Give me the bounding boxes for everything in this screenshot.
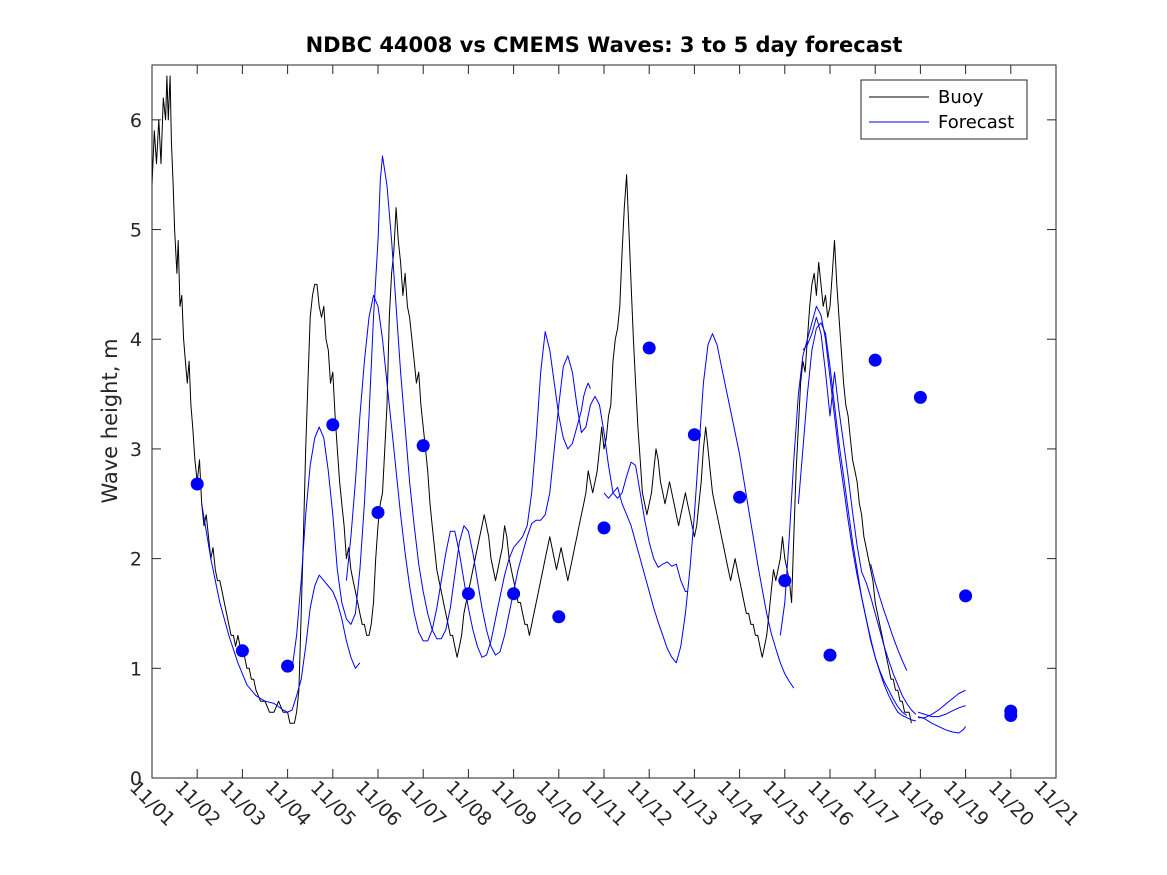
forecast-marker	[416, 439, 430, 453]
series-line-forecast-run-h	[870, 563, 908, 671]
forecast-marker	[597, 521, 611, 535]
forecast-marker	[235, 644, 249, 658]
y-tick-label: 5	[130, 220, 142, 242]
forecast-marker	[190, 477, 204, 491]
legend-entry-forecast: Forecast	[938, 112, 1014, 133]
forecast-marker	[959, 589, 973, 603]
forecast-marker	[823, 648, 837, 662]
series-line-forecast-run-g	[802, 316, 917, 715]
forecast-marker	[778, 574, 792, 588]
marker-layer	[190, 341, 1018, 722]
forecast-marker	[642, 341, 656, 355]
y-tick-label: 0	[130, 768, 142, 790]
series-line-forecast-run-j	[917, 716, 967, 734]
forecast-marker	[733, 490, 747, 504]
series-line-forecast-run-k	[917, 705, 966, 718]
forecast-marker	[687, 428, 701, 442]
forecast-marker	[552, 610, 566, 624]
forecast-marker	[326, 418, 340, 432]
series-line-forecast-run-a	[201, 503, 361, 713]
forecast-marker	[507, 587, 521, 601]
series-layer	[151, 75, 967, 734]
y-tick-label: 1	[130, 658, 142, 680]
y-axis-label: Wave height, m	[98, 338, 122, 503]
forecast-marker	[371, 506, 385, 519]
forecast-marker	[913, 390, 927, 404]
legend-box	[860, 79, 1028, 140]
chart-title: NDBC 44008 vs CMEMS Waves: 3 to 5 day fo…	[306, 33, 903, 57]
series-line-forecast-run-e	[797, 322, 917, 722]
y-tick-label: 3	[130, 439, 142, 461]
forecast-marker	[461, 587, 475, 601]
forecast-marker	[281, 659, 295, 673]
series-line-forecast-run-c	[345, 294, 591, 658]
series-line-forecast-run-d	[603, 333, 795, 689]
series-line-forecast-run-i	[918, 689, 966, 719]
y-tick-label: 6	[130, 110, 142, 132]
forecast-marker	[1004, 709, 1018, 722]
forecast-marker	[868, 353, 882, 367]
legend-entry-buoy: Buoy	[938, 87, 984, 108]
series-line-buoy	[151, 75, 912, 724]
y-tick-label: 2	[130, 549, 142, 571]
plot-area	[152, 65, 1056, 778]
series-line-forecast-run-f	[779, 305, 908, 716]
series-line-forecast-run-b	[291, 155, 688, 669]
legend: Buoy Forecast	[860, 79, 1028, 140]
y-tick-label: 4	[130, 329, 142, 351]
